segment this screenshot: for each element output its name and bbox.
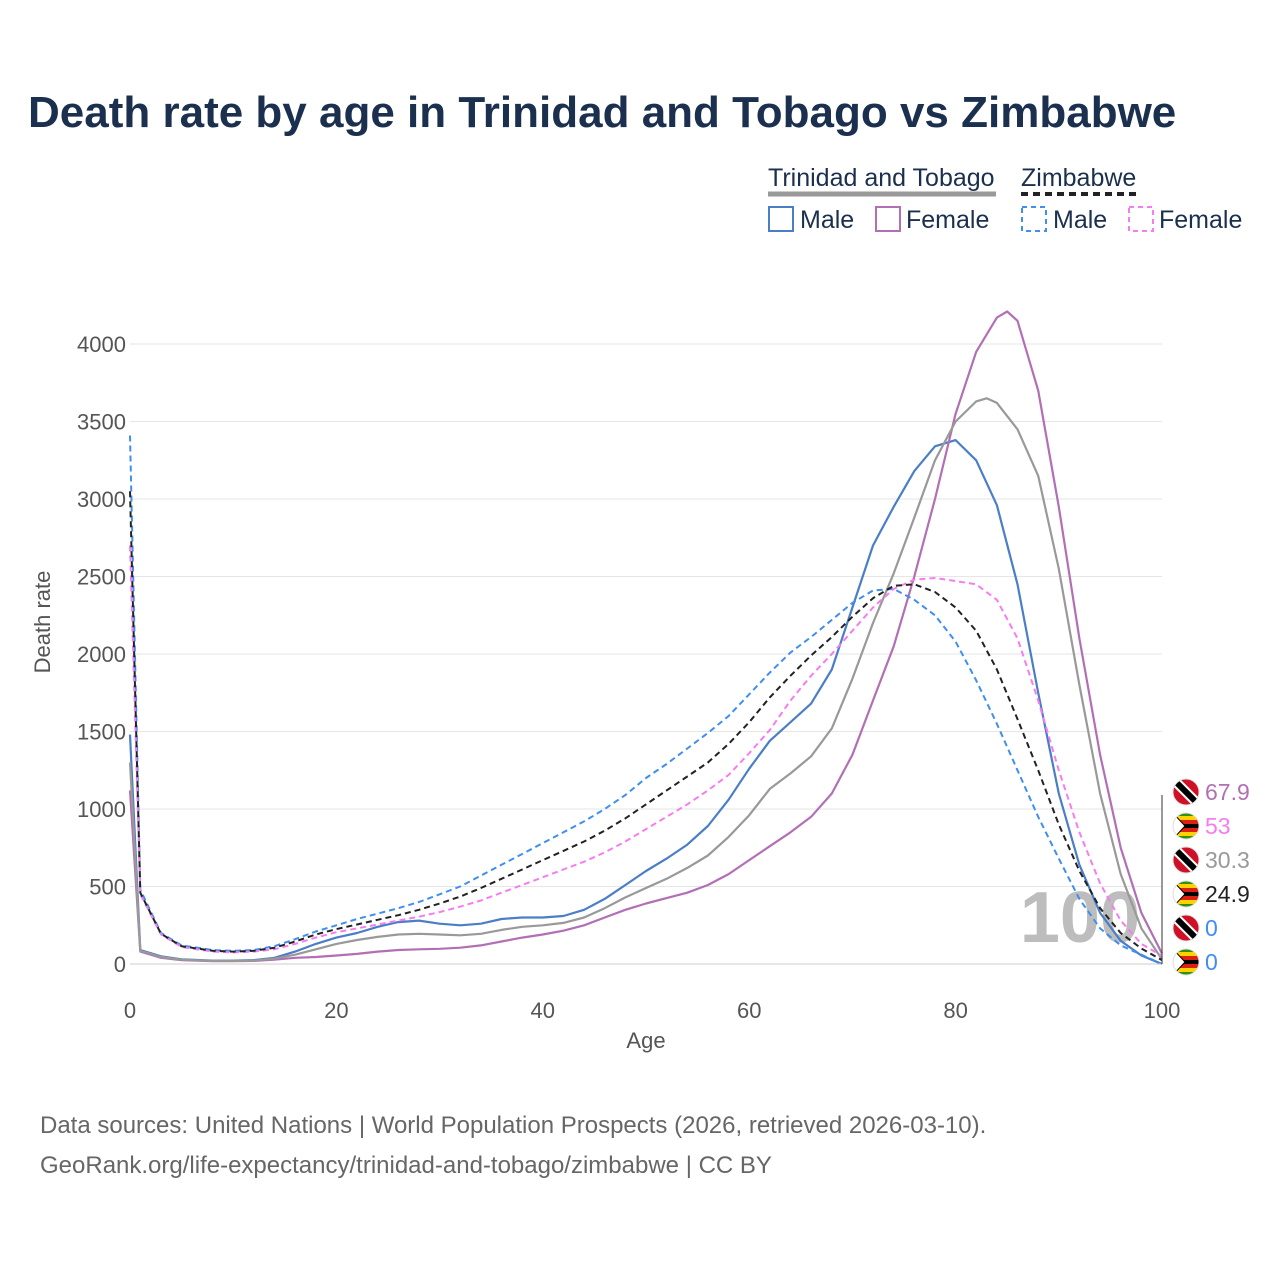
flag-zimbabwe-icon (1172, 812, 1200, 840)
end-label-value: 53 (1205, 813, 1231, 839)
y-tick-label: 3500 (77, 410, 126, 435)
end-labels: 67.9 53 30.3 24.9 0 0 (1161, 778, 1250, 976)
y-tick-label: 1500 (77, 720, 126, 745)
end-label-value: 24.9 (1205, 881, 1250, 907)
series-lines (128, 310, 1163, 966)
x-tick-label: 100 (1144, 998, 1181, 1023)
footer: Data sources: United Nations | World Pop… (40, 1106, 986, 1186)
year-watermark: 100 (1020, 878, 1140, 958)
x-tick-label: 0 (124, 998, 136, 1023)
end-label-value: 67.9 (1205, 779, 1250, 805)
y-tick-label: 1000 (77, 797, 126, 822)
x-tick-label: 80 (943, 998, 967, 1023)
series-line-trinidad-and-tobago-male (128, 439, 1163, 966)
flag-trinidad-icon (1172, 846, 1200, 874)
end-label-value: 30.3 (1205, 847, 1250, 873)
x-tick-label: 60 (737, 998, 761, 1023)
series-line-zimbabwe-female (129, 545, 1163, 957)
series-line-zimbabwe-male (129, 435, 1163, 965)
footer-link[interactable]: GeoRank.org/life-expectancy/trinidad-and… (40, 1152, 772, 1179)
series-line-trinidad-and-tobago-both (128, 397, 1163, 962)
footer-sources: Data sources: United Nations | World Pop… (40, 1112, 987, 1139)
x-tick-label: 20 (324, 998, 348, 1023)
gridlines (130, 343, 1162, 887)
y-tick-label: 500 (89, 875, 126, 900)
series-line-zimbabwe-both (129, 491, 1163, 961)
y-tick-label: 3000 (77, 487, 126, 512)
flag-trinidad-icon (1172, 914, 1200, 942)
y-tick-label: 4000 (77, 332, 126, 357)
x-axis-label: Age (626, 1028, 665, 1053)
x-tick-label: 40 (531, 998, 555, 1023)
flag-zimbabwe-icon (1172, 948, 1200, 976)
series-line-trinidad-and-tobago-female (128, 310, 1163, 963)
x-axis-ticks: 0 20 40 60 80 100 (124, 998, 1180, 1023)
flag-trinidad-icon (1172, 778, 1200, 806)
flag-zimbabwe-icon (1172, 880, 1200, 908)
chart-title: Death rate by age in Trinidad and Tobago… (28, 88, 1177, 137)
end-label-value: 0 (1205, 915, 1218, 941)
y-tick-label: 2000 (77, 642, 126, 667)
y-axis-label: Death rate (30, 571, 55, 674)
y-axis-ticks: 0 500 1000 1500 2000 2500 3000 3500 4000 (77, 332, 126, 977)
end-label-value: 0 (1205, 949, 1218, 975)
y-tick-label: 0 (114, 952, 126, 977)
y-tick-label: 2500 (77, 565, 126, 590)
